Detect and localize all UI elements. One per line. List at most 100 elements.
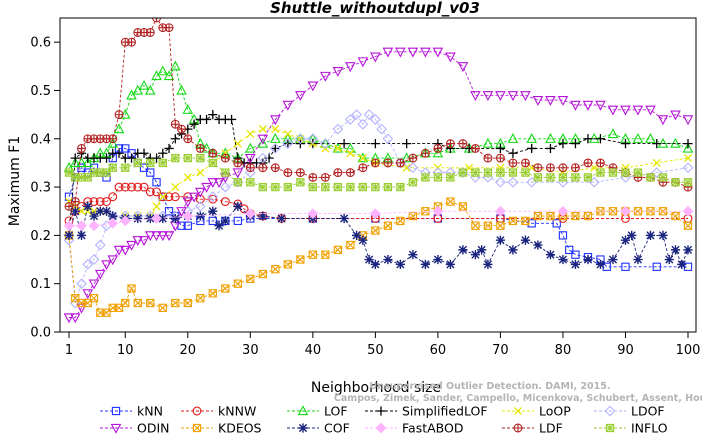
data-point-fastabod xyxy=(307,208,319,220)
data-point-fastabod xyxy=(369,208,381,220)
data-point-odin xyxy=(307,81,319,92)
data-point-cof xyxy=(364,254,374,265)
data-point-inflo xyxy=(421,173,430,182)
data-point-ldof xyxy=(307,133,319,145)
data-point-knn xyxy=(146,168,155,177)
data-point-knnw xyxy=(145,187,155,197)
data-point-ldof xyxy=(495,176,506,188)
data-point-cof xyxy=(677,259,687,269)
data-point-kdeos xyxy=(508,216,518,226)
legend-item-ldf: LDF xyxy=(502,421,563,434)
data-point-cof xyxy=(508,245,518,255)
data-point-odin xyxy=(163,231,175,242)
data-point-ldf xyxy=(233,158,243,168)
legend-item-inflo: INFLO xyxy=(594,421,668,434)
data-point-kdeos xyxy=(221,284,230,293)
data-point-simplifiedlof xyxy=(402,139,412,149)
data-point-ldof xyxy=(94,239,106,251)
data-point-cof xyxy=(195,211,205,221)
data-point-loop xyxy=(283,129,292,138)
data-point-inflo xyxy=(208,158,217,168)
data-point-odin xyxy=(63,313,75,324)
data-point-knnw xyxy=(220,197,230,207)
data-point-lof xyxy=(82,157,94,168)
data-point-lof xyxy=(182,104,194,114)
legend-marker xyxy=(605,423,615,433)
data-point-kdeos xyxy=(208,289,217,298)
data-point-fastabod xyxy=(119,215,131,227)
data-point-ldof xyxy=(407,162,419,174)
data-point-simplifiedlof xyxy=(570,139,581,149)
data-point-simplifiedlof xyxy=(139,148,149,158)
data-point-cof xyxy=(76,230,87,240)
legend-item-cof: COF xyxy=(287,421,350,434)
legend-item-ldof: LDOF xyxy=(594,404,665,419)
data-point-cof xyxy=(670,245,681,255)
data-point-odin xyxy=(345,62,356,73)
data-point-ldof xyxy=(194,201,206,212)
data-point-ldf xyxy=(370,158,380,168)
data-point-ldf xyxy=(270,163,280,173)
data-point-odin xyxy=(126,240,137,251)
data-point-cof xyxy=(483,259,493,269)
data-point-ldof xyxy=(76,278,87,290)
data-point-odin xyxy=(188,192,200,203)
data-point-loop xyxy=(402,163,411,172)
data-point-ldof xyxy=(351,109,362,120)
data-point-inflo xyxy=(571,173,580,182)
data-point-odin xyxy=(295,91,306,102)
data-point-inflo xyxy=(102,168,111,177)
data-point-ldof xyxy=(344,114,356,125)
data-point-inflo xyxy=(658,173,668,182)
data-point-inflo xyxy=(346,182,355,192)
data-point-loop xyxy=(246,129,255,138)
data-point-inflo xyxy=(133,158,142,168)
data-point-odin xyxy=(76,303,87,314)
data-point-kdeos xyxy=(371,226,380,235)
watermark-line-2: Campos, Zimek, Sander, Campello, Micenko… xyxy=(334,393,702,404)
data-point-lof xyxy=(270,133,281,143)
data-point-kdeos xyxy=(171,298,180,308)
data-point-inflo xyxy=(433,173,443,182)
data-point-inflo xyxy=(408,178,418,187)
data-point-lof xyxy=(157,65,169,76)
data-point-cof xyxy=(370,259,380,269)
data-point-inflo xyxy=(283,182,292,192)
data-point-simplifiedlof xyxy=(495,143,506,154)
x-tick-label: 40 xyxy=(305,343,322,358)
data-point-knn xyxy=(552,219,561,228)
data-point-odin xyxy=(245,153,256,164)
data-point-ldof xyxy=(682,162,694,174)
legend-label: LDF xyxy=(539,421,563,434)
data-point-odin xyxy=(194,187,206,198)
data-point-ldf xyxy=(258,163,268,173)
data-point-odin xyxy=(151,231,162,242)
data-point-lof xyxy=(545,133,556,143)
legend-marker xyxy=(376,406,386,416)
legend-item-knnw: kNNW xyxy=(181,404,256,419)
legend-label: COF xyxy=(324,421,350,434)
data-point-cof xyxy=(664,254,674,265)
data-point-knnw xyxy=(139,182,149,192)
data-point-lof xyxy=(645,133,656,143)
data-point-ldof xyxy=(363,109,375,120)
data-point-inflo xyxy=(396,182,405,192)
data-point-kdeos xyxy=(446,197,455,206)
data-point-simplifiedlof xyxy=(208,110,218,120)
data-point-ldof xyxy=(219,181,231,193)
legend-label: SimplifiedLOF xyxy=(402,404,488,419)
data-point-lof xyxy=(320,137,331,148)
series-line-kdeos xyxy=(68,201,689,314)
data-point-ldf xyxy=(195,143,205,153)
data-point-kdeos xyxy=(121,298,130,308)
data-point-odin xyxy=(144,231,156,242)
data-point-odin xyxy=(119,245,131,256)
data-point-odin xyxy=(670,110,681,121)
data-point-simplifiedlof xyxy=(527,143,537,154)
data-point-inflo xyxy=(233,178,242,187)
data-point-ldf xyxy=(145,28,155,37)
data-point-simplifiedlof xyxy=(158,148,168,158)
data-point-cof xyxy=(545,250,556,260)
data-point-lof xyxy=(163,70,175,81)
data-point-fastabod xyxy=(63,220,75,232)
